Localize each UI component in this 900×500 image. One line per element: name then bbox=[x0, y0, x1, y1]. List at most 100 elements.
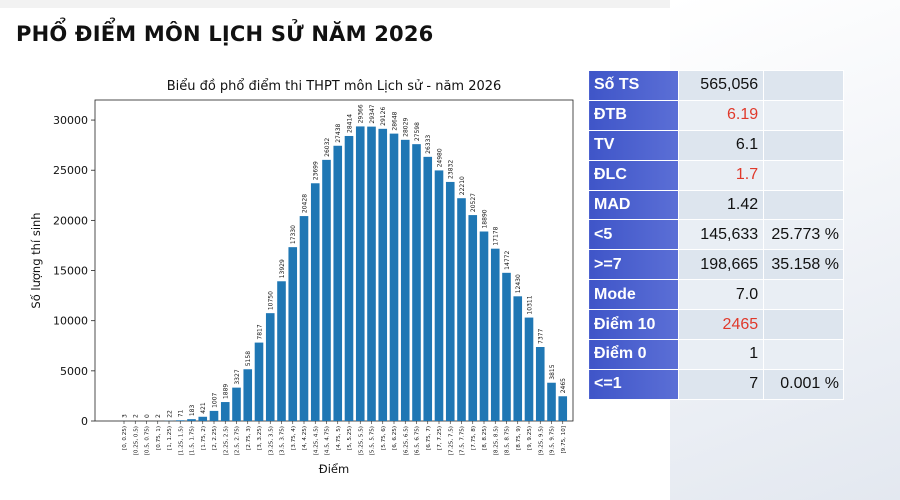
stats-row: ĐLC 1.7 bbox=[587, 159, 844, 191]
x-tick-label: [8.5, 8.75) bbox=[505, 426, 511, 455]
bar bbox=[220, 402, 230, 421]
bar-value-label: 2465 bbox=[560, 378, 567, 393]
bar bbox=[445, 181, 455, 421]
bar bbox=[490, 248, 500, 421]
y-tick-label: 5000 bbox=[60, 365, 88, 378]
bar-value-label: 24980 bbox=[436, 148, 443, 167]
stat-label: <=1 bbox=[587, 368, 680, 400]
bar bbox=[367, 126, 376, 422]
bar bbox=[344, 135, 354, 421]
bar bbox=[277, 281, 286, 421]
bars: 3 2 0 2 22 71 183 42110071889332751587817107501… bbox=[119, 104, 568, 422]
x-tick-label: [5.5, 5.75) bbox=[370, 426, 376, 455]
bar-value-label: 5158 bbox=[245, 351, 252, 366]
bar-value-label: 28029 bbox=[403, 118, 410, 137]
y-tick-label: 25000 bbox=[53, 164, 88, 177]
bar bbox=[265, 313, 275, 421]
x-tick-label: [2.25, 2.5) bbox=[223, 426, 229, 455]
bar bbox=[378, 128, 388, 421]
stat-percent bbox=[763, 129, 844, 161]
x-tick-label: [6.25, 6.5) bbox=[403, 426, 409, 455]
x-tick-label: [9.5, 9.75) bbox=[550, 426, 556, 455]
stat-value: 198,665 bbox=[678, 249, 765, 281]
x-tick-label: [5.75, 6) bbox=[381, 426, 387, 450]
chart-svg: Biểu đồ phổ điểm thi THPT môn Lịch sử - … bbox=[29, 79, 574, 476]
y-tick-label: 10000 bbox=[53, 315, 88, 328]
x-tick-label: [3, 3.25) bbox=[257, 426, 263, 450]
bar-value-label: 20428 bbox=[301, 194, 308, 213]
stat-value: 1.42 bbox=[678, 189, 765, 221]
stat-label: <5 bbox=[587, 219, 680, 251]
stat-percent bbox=[763, 99, 844, 131]
bar bbox=[333, 145, 343, 421]
y-axis-label: Số lượng thí sinh bbox=[29, 212, 43, 308]
stat-percent: 0.001 % bbox=[763, 368, 844, 400]
x-tick-label: [2, 2.25) bbox=[212, 426, 218, 450]
bar bbox=[389, 133, 399, 421]
bar-value-label: 10750 bbox=[268, 291, 275, 310]
y-tick-label: 15000 bbox=[53, 265, 88, 278]
x-tick-label: [7, 7.25) bbox=[437, 426, 443, 450]
bar bbox=[232, 387, 241, 421]
stat-value: 145,633 bbox=[678, 219, 765, 251]
axes: 0 5000 10000 15000 20000 25000 30000 [0, 0.25) [… bbox=[53, 99, 574, 455]
stat-label: MAD bbox=[587, 189, 680, 221]
stats-row: Điểm 10 2465 bbox=[587, 309, 844, 341]
stats-row: MAD 1.42 bbox=[587, 189, 844, 221]
x-axis-label: Điểm bbox=[319, 462, 349, 476]
bar-value-label: 12430 bbox=[515, 274, 522, 293]
bar bbox=[400, 139, 410, 421]
bar-value-label: 183 bbox=[189, 405, 196, 417]
bar-value-label: 3815 bbox=[549, 364, 556, 379]
x-tick-label: [9.25, 9.5) bbox=[538, 426, 544, 455]
bar-value-label: 2 bbox=[133, 414, 140, 418]
x-tick-label: [5, 5.25) bbox=[347, 426, 353, 450]
stat-value: 1.7 bbox=[678, 159, 765, 191]
stat-label: TV bbox=[587, 129, 680, 161]
bar bbox=[198, 416, 208, 421]
bar bbox=[243, 369, 253, 421]
bar-value-label: 17330 bbox=[290, 225, 297, 244]
bar-value-label: 18890 bbox=[481, 209, 488, 228]
stat-percent: 35.158 % bbox=[763, 249, 844, 281]
x-tick-label: [7.5, 7.75) bbox=[460, 426, 466, 455]
stat-label: Mode bbox=[587, 279, 680, 311]
bar-value-label: 71 bbox=[178, 409, 185, 417]
x-tick-label: [1, 1.25) bbox=[167, 426, 173, 450]
stat-percent bbox=[763, 189, 844, 221]
bar bbox=[288, 247, 298, 421]
bar-value-label: 17178 bbox=[493, 226, 500, 245]
bar-value-label: 29366 bbox=[358, 104, 365, 123]
x-tick-label: [0.5, 0.75) bbox=[145, 426, 151, 455]
stat-label: >=7 bbox=[587, 249, 680, 281]
bar-value-label: 421 bbox=[200, 402, 207, 414]
bar-value-label: 3 bbox=[121, 414, 128, 418]
stat-percent bbox=[763, 279, 844, 311]
x-tick-label: [4.75, 5) bbox=[336, 426, 342, 450]
bar-value-label: 7377 bbox=[538, 329, 545, 344]
bar-value-label: 27438 bbox=[335, 123, 342, 142]
bar-value-label: 22210 bbox=[459, 176, 466, 195]
bar-value-label: 10311 bbox=[526, 295, 533, 314]
x-tick-label: [3.25, 3.5) bbox=[268, 426, 274, 455]
bar-value-label: 29347 bbox=[369, 104, 376, 123]
bar-value-label: 23832 bbox=[448, 160, 455, 179]
stats-row: <5 145,633 25.773 % bbox=[587, 219, 844, 251]
stat-label: ĐTB bbox=[587, 99, 680, 131]
bar-value-label: 7817 bbox=[256, 324, 263, 339]
stats-table: Số TS 565,056 ĐTB 6.19 TV 6.1 ĐLC 1.7 MAD 1.42 <5 1… bbox=[587, 70, 844, 400]
x-tick-label: [7.25, 7.5) bbox=[448, 426, 454, 455]
y-tick-label: 30000 bbox=[53, 114, 88, 127]
x-tick-label: [4, 4.25) bbox=[302, 426, 308, 450]
stat-percent bbox=[763, 309, 844, 341]
histogram-chart: Biểu đồ phổ điểm thi THPT môn Lịch sử - … bbox=[22, 70, 578, 480]
x-tick-label: [9.75, 10] bbox=[561, 426, 567, 454]
x-tick-label: [8.25, 8.5) bbox=[493, 426, 499, 455]
stat-label: Số TS bbox=[587, 70, 680, 101]
stat-value: 6.1 bbox=[678, 129, 765, 161]
x-tick-label: [4.5, 4.75) bbox=[325, 426, 331, 455]
stat-label: Điểm 0 bbox=[587, 339, 680, 370]
bar bbox=[322, 159, 331, 421]
bar bbox=[502, 272, 511, 421]
stat-value: 1 bbox=[678, 339, 765, 370]
